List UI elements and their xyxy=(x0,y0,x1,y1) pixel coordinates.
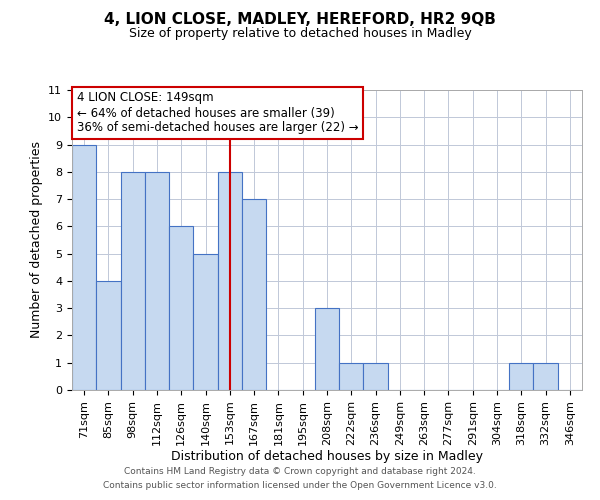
Bar xyxy=(364,362,388,390)
Bar xyxy=(509,362,533,390)
Bar xyxy=(315,308,339,390)
Bar xyxy=(193,254,218,390)
Text: Size of property relative to detached houses in Madley: Size of property relative to detached ho… xyxy=(128,28,472,40)
Bar xyxy=(169,226,193,390)
Bar xyxy=(96,281,121,390)
Text: Contains public sector information licensed under the Open Government Licence v3: Contains public sector information licen… xyxy=(103,481,497,490)
Text: 4, LION CLOSE, MADLEY, HEREFORD, HR2 9QB: 4, LION CLOSE, MADLEY, HEREFORD, HR2 9QB xyxy=(104,12,496,28)
Bar xyxy=(242,199,266,390)
Y-axis label: Number of detached properties: Number of detached properties xyxy=(30,142,43,338)
Bar xyxy=(121,172,145,390)
Bar xyxy=(218,172,242,390)
Bar xyxy=(72,144,96,390)
Text: Contains HM Land Registry data © Crown copyright and database right 2024.: Contains HM Land Registry data © Crown c… xyxy=(124,467,476,476)
Text: 4 LION CLOSE: 149sqm
← 64% of detached houses are smaller (39)
36% of semi-detac: 4 LION CLOSE: 149sqm ← 64% of detached h… xyxy=(77,92,359,134)
Bar xyxy=(145,172,169,390)
Bar xyxy=(339,362,364,390)
X-axis label: Distribution of detached houses by size in Madley: Distribution of detached houses by size … xyxy=(171,450,483,464)
Bar xyxy=(533,362,558,390)
